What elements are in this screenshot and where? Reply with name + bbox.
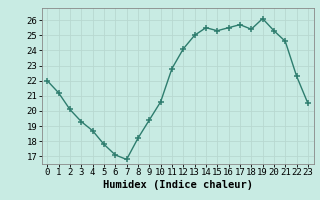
X-axis label: Humidex (Indice chaleur): Humidex (Indice chaleur)	[103, 180, 252, 190]
